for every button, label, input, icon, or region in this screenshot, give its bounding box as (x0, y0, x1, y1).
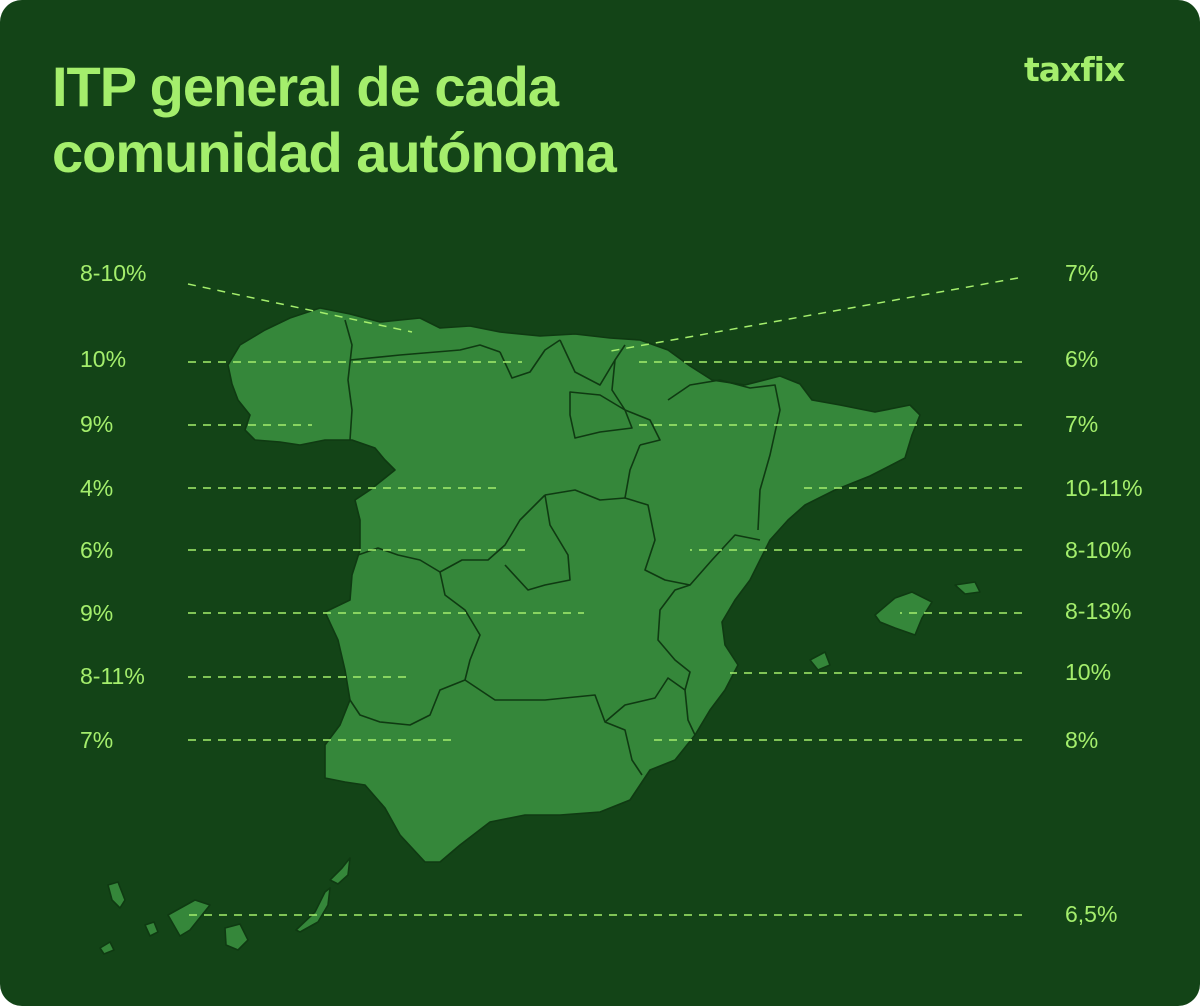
left-label-5: 6% (80, 537, 114, 563)
right-label-5: 8-10% (1065, 537, 1132, 563)
left-label-1: 8-10% (80, 260, 147, 286)
taxfix-logo: taxfix (1024, 50, 1125, 89)
canary-island-1 (107, 881, 126, 909)
leader-right-1 (604, 277, 1019, 353)
title: ITP general de cada comunidad autónoma (52, 54, 617, 186)
title-line-1: ITP general de cada (52, 55, 559, 118)
canary-island-2 (99, 941, 115, 955)
right-label-6: 8-13% (1065, 598, 1132, 624)
menorca (954, 581, 981, 595)
right-label-1: 7% (1065, 260, 1099, 286)
canary-island-4 (167, 899, 211, 937)
right-label-4: 10-11% (1065, 475, 1143, 501)
right-label-2: 6% (1065, 346, 1099, 372)
title-line-2: comunidad autónoma (52, 121, 617, 184)
left-label-3: 9% (80, 411, 114, 437)
left-label-8: 7% (80, 727, 114, 753)
mainland-spain (227, 307, 921, 863)
right-label-9: 6,5% (1065, 901, 1118, 927)
mallorca (874, 591, 933, 636)
left-label-6: 9% (80, 600, 114, 626)
left-label-2: 10% (80, 346, 127, 372)
canary-island-3 (144, 921, 159, 937)
canary-island-7 (329, 857, 351, 885)
left-label-7: 8-11% (80, 663, 145, 689)
right-label-8: 8% (1065, 727, 1099, 753)
left-label-4: 4% (80, 475, 114, 501)
canary-island-6 (295, 887, 331, 933)
ibiza (809, 651, 831, 671)
right-label-3: 7% (1065, 411, 1099, 437)
right-label-7: 10% (1065, 659, 1112, 685)
canary-island-5 (224, 923, 249, 951)
